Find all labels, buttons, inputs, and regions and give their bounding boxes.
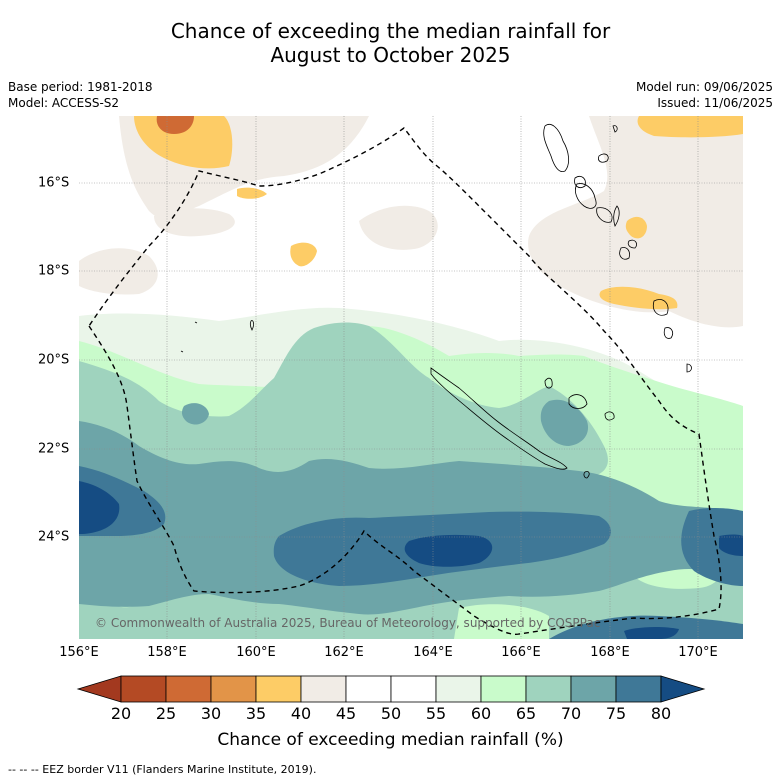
- vanuatu-coastline: [543, 124, 692, 373]
- map-panel: © Commonwealth of Australia 2025, Bureau…: [79, 116, 743, 639]
- graticule: [79, 116, 743, 639]
- colorbar-tick-label: 55: [425, 704, 447, 723]
- colorbar-tick-label: 80: [650, 704, 672, 723]
- lat-label-22: 22°S: [38, 441, 70, 457]
- contour-70-75-ne: [540, 399, 589, 446]
- colorbar-segment: [570, 675, 617, 703]
- new-caledonia-coastline: [430, 367, 568, 470]
- colorbar-tick-label: 20: [110, 704, 132, 723]
- colorbar-segment: [390, 675, 437, 703]
- colorbar-segment: [615, 675, 662, 703]
- issued-date: Issued: 11/06/2025: [657, 96, 773, 110]
- model-run: Model run: 09/06/2025: [635, 80, 773, 94]
- contour-35-40-c: [290, 242, 317, 267]
- contour-80-east: [719, 534, 743, 556]
- lon-label-160: 160°E: [236, 645, 276, 660]
- contour-70-75-spot: [181, 403, 209, 425]
- colorbar-extend-low: [76, 675, 122, 703]
- lat-label-24: 24°S: [38, 529, 70, 545]
- title-line-2: August to October 2025: [270, 43, 511, 67]
- contour-35-40-d: [637, 116, 743, 138]
- contour-60-65-spot-d: [454, 604, 549, 639]
- meta-left: Base period: 1981-2018 Model: ACCESS-S2: [8, 79, 153, 111]
- rainfall-map: © Commonwealth of Australia 2025, Bureau…: [79, 116, 743, 639]
- lat-label-20: 20°S: [38, 352, 70, 368]
- lon-label-168: 168°E: [590, 645, 630, 660]
- lon-label-156: 156°E: [59, 645, 99, 660]
- loyalty-islands-coastline: [544, 377, 615, 479]
- base-period: Base period: 1981-2018: [8, 80, 153, 94]
- chesterfield-islets: [180, 320, 254, 353]
- colorbar-segment: [480, 675, 527, 703]
- eez-legend: -- -- -- EEZ border V11 (Flanders Marine…: [8, 763, 317, 776]
- colorbar: [76, 675, 706, 703]
- lat-label-16: 16°S: [38, 175, 70, 191]
- colorbar-segment: [120, 675, 167, 703]
- contour-80-center: [404, 534, 493, 567]
- colorbar-tick-label: 40: [290, 704, 312, 723]
- contour-40-45-center: [359, 205, 438, 250]
- colorbar-segment: [345, 675, 392, 703]
- contour-80-west: [79, 481, 120, 534]
- colorbar-tick-label: 30: [200, 704, 222, 723]
- colorbar-segments: [76, 675, 706, 703]
- lon-label-170: 170°E: [678, 645, 718, 660]
- map-title: Chance of exceeding the median rainfall …: [0, 19, 781, 67]
- model-name: Model: ACCESS-S2: [8, 96, 120, 110]
- colorbar-segment: [255, 675, 302, 703]
- colorbar-tick-label: 35: [245, 704, 267, 723]
- copyright-text: © Commonwealth of Australia 2025, Bureau…: [95, 616, 600, 630]
- colorbar-extend-high: [660, 675, 706, 703]
- contour-40-45-west: [79, 248, 158, 295]
- contour-80-south: [624, 626, 679, 639]
- lon-label-162: 162°E: [324, 645, 364, 660]
- colorbar-segment: [210, 675, 257, 703]
- eez-border: [88, 127, 722, 635]
- lon-label-164: 164°E: [413, 645, 453, 660]
- lon-label-166: 166°E: [501, 645, 541, 660]
- lon-label-158: 158°E: [147, 645, 187, 660]
- contour-below-35-a: [156, 116, 194, 134]
- colorbar-tick-label: 75: [605, 704, 627, 723]
- title-line-1: Chance of exceeding the median rainfall …: [170, 19, 611, 43]
- meta-right: Model run: 09/06/2025 Issued: 11/06/2025: [636, 79, 773, 111]
- colorbar-tick-label: 25: [155, 704, 177, 723]
- colorbar-tick-label: 65: [515, 704, 537, 723]
- colorbar-segment: [165, 675, 212, 703]
- contour-35-40-a: [134, 116, 233, 169]
- colorbar-segment: [435, 675, 482, 703]
- colorbar-segment: [300, 675, 347, 703]
- colorbar-tick-label: 45: [335, 704, 357, 723]
- colorbar-title: Chance of exceeding median rainfall (%): [217, 730, 564, 750]
- contour-75-80-east: [681, 507, 743, 586]
- contour-35-40-f: [599, 286, 678, 310]
- colorbar-tick-label: 50: [380, 704, 402, 723]
- colorbar-tick-label: 60: [470, 704, 492, 723]
- contour-35-40-e: [625, 216, 647, 239]
- contour-35-40-b: [237, 187, 267, 199]
- colorbar-segment: [525, 675, 572, 703]
- lat-label-18: 18°S: [38, 263, 70, 279]
- colorbar-tick-label: 70: [560, 704, 582, 723]
